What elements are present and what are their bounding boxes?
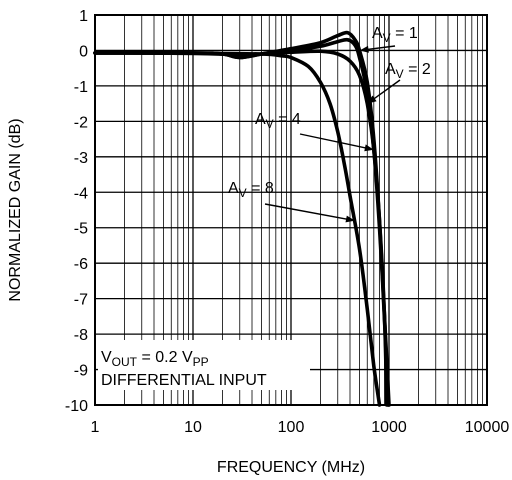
annotation-label-2: AV = 2 [385,61,431,81]
y-tick-label: -3 [74,150,88,167]
x-tick-labels: 1 10 100 1000 10000 [91,419,510,436]
y-tick-label: -8 [74,327,88,344]
annotation-arrow-4 [264,203,356,222]
annotation-label-1: AV = 1 [372,25,418,45]
y-axis-label: NORMALIZED GAIN (dB) [7,118,24,301]
x-tick-label: 10 [184,419,202,436]
x-tick-label: 100 [278,419,305,436]
series-line-4 [93,51,382,407]
annotation-labels: AV = 1 AV = 2 AV = 4 AV = 8 [228,25,431,200]
y-tick-label: -10 [65,398,88,415]
conditions-box: VOUT = 0.2 VPP DIFFERENTIAL INPUT [98,340,310,390]
y-tick-label: -7 [74,292,88,309]
conditions-box-bg [98,340,310,390]
annotation-label-3: AV = 4 [255,111,301,131]
x-tick-label: 1 [91,419,100,436]
series-layer [93,30,391,407]
y-tick-labels: 1 0 -1 -2 -3 -4 -5 -6 -7 -8 -9 -10 [65,8,88,415]
y-tick-label: 0 [79,43,88,60]
annotation-arrow-3 [299,133,374,151]
annotation-arrowhead-4 [345,215,355,223]
y-tick-label: -2 [74,114,88,131]
y-tick-label: 1 [79,8,88,25]
y-tick-label: -4 [74,185,88,202]
annotation-label-4: AV = 8 [228,180,274,200]
annotation-arrowhead-2 [367,95,377,104]
y-tick-label: -9 [74,363,88,380]
conditions-line-2: DIFFERENTIAL INPUT [101,372,267,389]
y-tick-label: -5 [74,221,88,238]
x-tick-label: 10000 [465,419,510,436]
conditions-line-1: VOUT = 0.2 VPP [101,349,209,369]
y-tick-label: -1 [74,79,88,96]
y-tick-label: -6 [74,256,88,273]
annotation-arrowhead-1 [359,45,369,53]
annotation-arrows [264,45,401,223]
annotation-arrowhead-3 [364,144,374,152]
x-tick-label: 1000 [371,419,407,436]
plot-frame [94,14,488,406]
x-axis-label: FREQUENCY (MHz) [217,459,365,476]
